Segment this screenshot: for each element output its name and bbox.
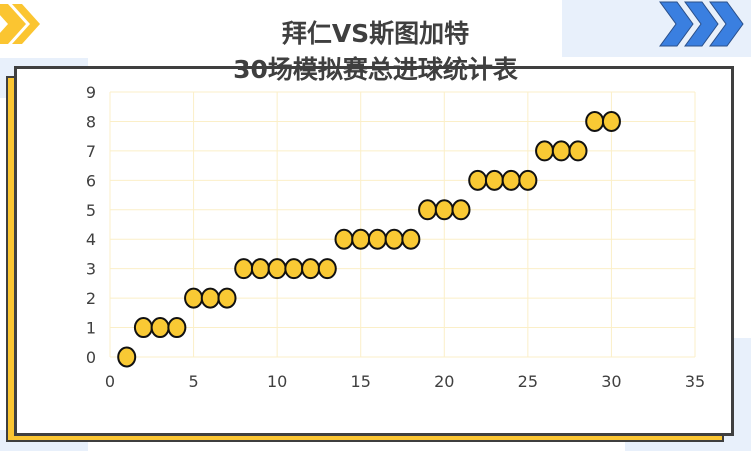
- data-point: [317, 258, 337, 280]
- data-point: [451, 199, 471, 221]
- data-point: [367, 228, 387, 250]
- data-point: [535, 140, 555, 162]
- blue-chevrons-icon: [659, 1, 744, 47]
- y-tick-label: 4: [86, 230, 96, 249]
- chart-title-line-2: 30场模拟赛总进球统计表: [233, 55, 518, 84]
- data-point: [301, 258, 321, 280]
- data-point: [267, 258, 287, 280]
- data-point: [351, 228, 371, 250]
- data-point: [484, 169, 504, 191]
- chart-title-line-1: 拜仁VS斯图加特: [281, 19, 470, 48]
- data-point: [167, 317, 187, 339]
- data-point: [518, 169, 538, 191]
- data-point: [200, 287, 220, 309]
- y-tick-label: 1: [86, 319, 96, 338]
- yellow-chevron-icon: [0, 4, 40, 44]
- data-point: [501, 169, 521, 191]
- data-point: [468, 169, 488, 191]
- x-tick-label: 0: [105, 372, 115, 391]
- data-point: [384, 228, 404, 250]
- data-point: [250, 258, 270, 280]
- y-tick-label: 3: [86, 260, 96, 279]
- data-point: [184, 287, 204, 309]
- data-point: [551, 140, 571, 162]
- x-tick-label: 20: [434, 372, 454, 391]
- y-tick-label: 8: [86, 112, 96, 131]
- x-tick-label: 5: [188, 372, 198, 391]
- data-point: [334, 228, 354, 250]
- x-tick-label: 30: [601, 372, 621, 391]
- x-tick-label: 10: [267, 372, 287, 391]
- data-point: [418, 199, 438, 221]
- data-point: [284, 258, 304, 280]
- data-point: [217, 287, 237, 309]
- x-tick-label: 25: [518, 372, 538, 391]
- data-point: [117, 346, 137, 368]
- y-tick-label: 2: [86, 289, 96, 308]
- data-point: [601, 110, 621, 132]
- data-point: [568, 140, 588, 162]
- y-tick-label: 5: [86, 201, 96, 220]
- data-point: [585, 110, 605, 132]
- data-point: [133, 317, 153, 339]
- y-tick-label: 9: [86, 83, 96, 102]
- data-point: [434, 199, 454, 221]
- data-point: [401, 228, 421, 250]
- y-tick-label: 7: [86, 142, 96, 161]
- x-tick-label: 15: [351, 372, 371, 391]
- y-tick-label: 6: [86, 171, 96, 190]
- y-tick-label: 0: [86, 348, 96, 367]
- data-point: [234, 258, 254, 280]
- x-tick-label: 35: [685, 372, 705, 391]
- data-point: [150, 317, 170, 339]
